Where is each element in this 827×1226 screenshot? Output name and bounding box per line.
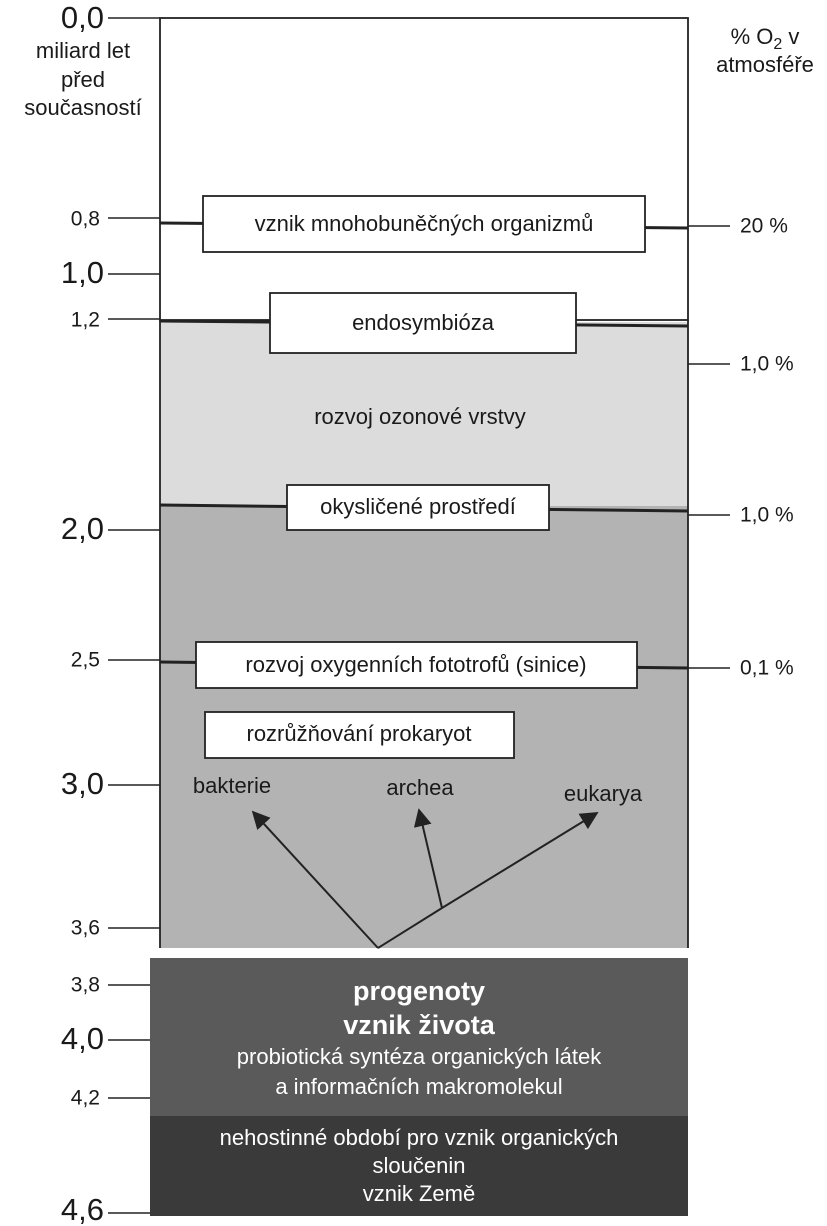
event-box xyxy=(202,195,646,253)
white-region xyxy=(159,17,689,321)
tick-label: 4,2 xyxy=(71,1087,100,1110)
region-text: a informačních makromolekul xyxy=(275,1074,562,1099)
event-label: endosymbióza xyxy=(352,310,495,335)
axis-title-part: % O xyxy=(731,24,774,49)
branch-label: bakterie xyxy=(193,773,271,798)
tick-label: 4,6 xyxy=(61,1192,104,1226)
arrow xyxy=(251,810,379,949)
event-box xyxy=(269,292,577,354)
region-text: vznik Země xyxy=(363,1181,475,1206)
event-label: rozrůžňování prokaryot xyxy=(247,721,472,746)
event-box xyxy=(195,641,638,689)
event-label: vznik mnohobuněčných organizmů xyxy=(255,211,594,236)
axis-title: % O2 v xyxy=(731,24,800,53)
left-ticks: 0,0 0,8 1,0 1,2 2,0 2,5 3,0 3,6 3,8 4,0 … xyxy=(61,0,160,1226)
axis-title: atmosféře xyxy=(716,52,814,77)
tick-label: 3,8 xyxy=(71,974,100,997)
tree-arrows xyxy=(251,808,599,949)
tick-label: 0,1 % xyxy=(740,657,794,680)
tick-label: 0,0 xyxy=(61,0,104,35)
region-text: sloučenin xyxy=(373,1153,466,1178)
tick-label: 2,0 xyxy=(61,511,104,546)
arrow-stem xyxy=(377,907,443,949)
branch-label: archea xyxy=(386,775,454,800)
tick-label: 4,0 xyxy=(61,1021,104,1056)
axis-title-part: v xyxy=(782,24,799,49)
axis-title: současností xyxy=(24,95,141,120)
tick-label: 2,5 xyxy=(71,649,100,672)
progenote-region xyxy=(150,958,688,1116)
axis-title: před xyxy=(61,67,105,92)
tick-label: 0,8 xyxy=(71,208,100,231)
branch-label: eukarya xyxy=(564,781,643,806)
arrow xyxy=(413,808,443,909)
axis-title-sub: 2 xyxy=(773,36,782,53)
region-text: probiotická syntéza organických látek xyxy=(237,1044,602,1069)
tick-label: 20 % xyxy=(740,215,788,238)
region-label: rozvoj ozonové vrstvy xyxy=(314,404,526,429)
tick-label: 1,0 % xyxy=(740,353,794,376)
tick-label: 3,0 xyxy=(61,766,104,801)
event-box xyxy=(204,711,515,759)
region-title: progenoty xyxy=(353,976,485,1006)
tick-label: 1,0 % xyxy=(740,504,794,527)
event-label: okysličené prostředí xyxy=(320,494,516,519)
axis-title: miliard let xyxy=(36,38,130,63)
tick-label: 1,0 xyxy=(61,255,104,290)
event-box xyxy=(286,484,550,531)
arrow xyxy=(441,812,599,909)
tick-label: 1,2 xyxy=(71,309,100,332)
region-text: nehostinné období pro vznik organických xyxy=(220,1125,619,1150)
bottom-region xyxy=(150,1116,688,1216)
tick-label: 3,6 xyxy=(71,917,100,940)
region-title: vznik života xyxy=(343,1010,496,1040)
event-label: rozvoj oxygenních fototrofů (sinice) xyxy=(245,652,586,677)
